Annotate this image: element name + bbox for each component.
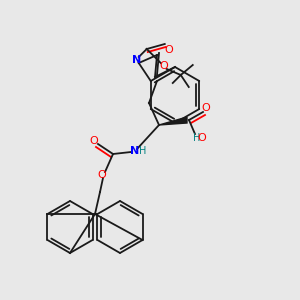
Text: O: O	[159, 61, 168, 71]
Polygon shape	[159, 117, 187, 125]
Text: O: O	[164, 45, 173, 55]
Text: O: O	[198, 133, 206, 143]
Text: O: O	[98, 170, 106, 180]
Text: H: H	[193, 133, 201, 143]
Text: N: N	[132, 55, 141, 65]
Text: O: O	[202, 103, 210, 113]
Text: N: N	[130, 146, 140, 156]
Text: H: H	[139, 146, 147, 156]
Text: O: O	[90, 136, 98, 146]
